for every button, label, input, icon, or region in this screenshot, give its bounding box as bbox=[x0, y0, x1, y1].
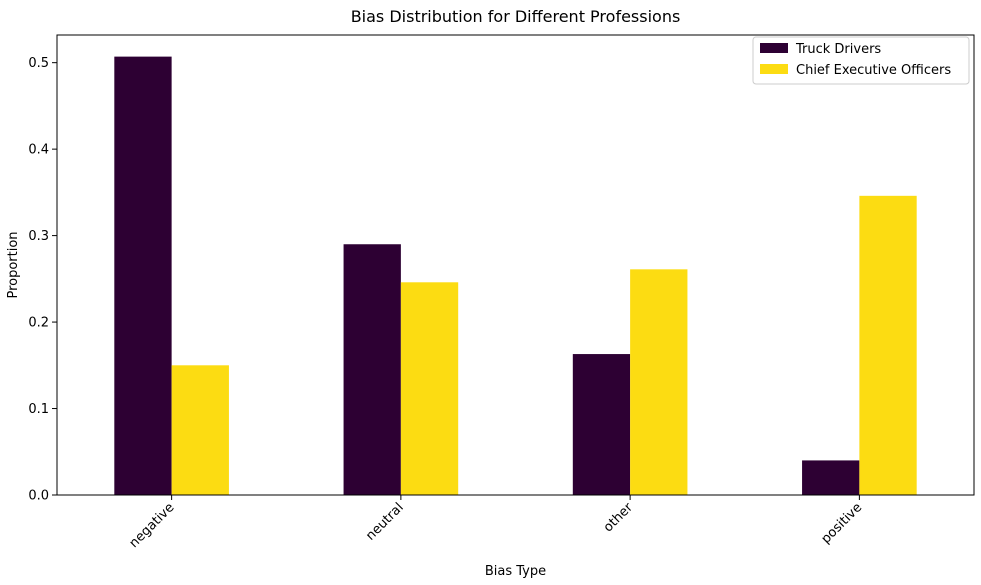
chart-title: Bias Distribution for Different Professi… bbox=[351, 7, 681, 26]
y-axis-label: Proportion bbox=[6, 231, 21, 298]
bar-neutral-truck-drivers bbox=[343, 244, 401, 495]
legend: Truck Drivers Chief Executive Officers bbox=[752, 36, 970, 85]
legend-label-chief-executive-officers: Chief Executive Officers bbox=[796, 63, 951, 78]
y-tick-label: 0.1 bbox=[28, 402, 49, 417]
y-tick-label: 0.3 bbox=[28, 229, 49, 244]
x-tick-label-positive: positive bbox=[819, 500, 866, 547]
y-tick-label: 0.4 bbox=[28, 143, 49, 158]
bar-negative-chief-executive-officers bbox=[171, 365, 229, 495]
plot-frame bbox=[56, 34, 975, 496]
legend-frame bbox=[752, 36, 970, 85]
legend-swatch-chief-executive-officers bbox=[760, 64, 788, 74]
bar-other-chief-executive-officers bbox=[630, 269, 688, 495]
bar-other-truck-drivers bbox=[572, 354, 631, 495]
x-tick-label-negative: negative bbox=[127, 500, 178, 551]
y-axis: 0.0 0.1 0.2 0.3 0.4 0.5 bbox=[28, 56, 57, 504]
bars-layer bbox=[114, 56, 917, 495]
x-tick-label-other: other bbox=[601, 500, 637, 536]
x-axis: negative neutral other positive bbox=[127, 495, 866, 551]
y-tick-label: 0.5 bbox=[28, 56, 49, 71]
x-tick-label-neutral: neutral bbox=[363, 500, 406, 543]
bar-negative-truck-drivers bbox=[114, 56, 172, 495]
bar-positive-truck-drivers bbox=[802, 460, 860, 495]
y-tick-label: 0.0 bbox=[28, 489, 49, 504]
legend-swatch-truck-drivers bbox=[760, 43, 788, 53]
y-tick-label: 0.2 bbox=[28, 316, 49, 331]
bar-neutral-chief-executive-officers bbox=[400, 282, 459, 495]
x-axis-label: Bias Type bbox=[485, 564, 546, 579]
bar-positive-chief-executive-officers bbox=[859, 195, 917, 495]
legend-label-truck-drivers: Truck Drivers bbox=[795, 42, 881, 57]
